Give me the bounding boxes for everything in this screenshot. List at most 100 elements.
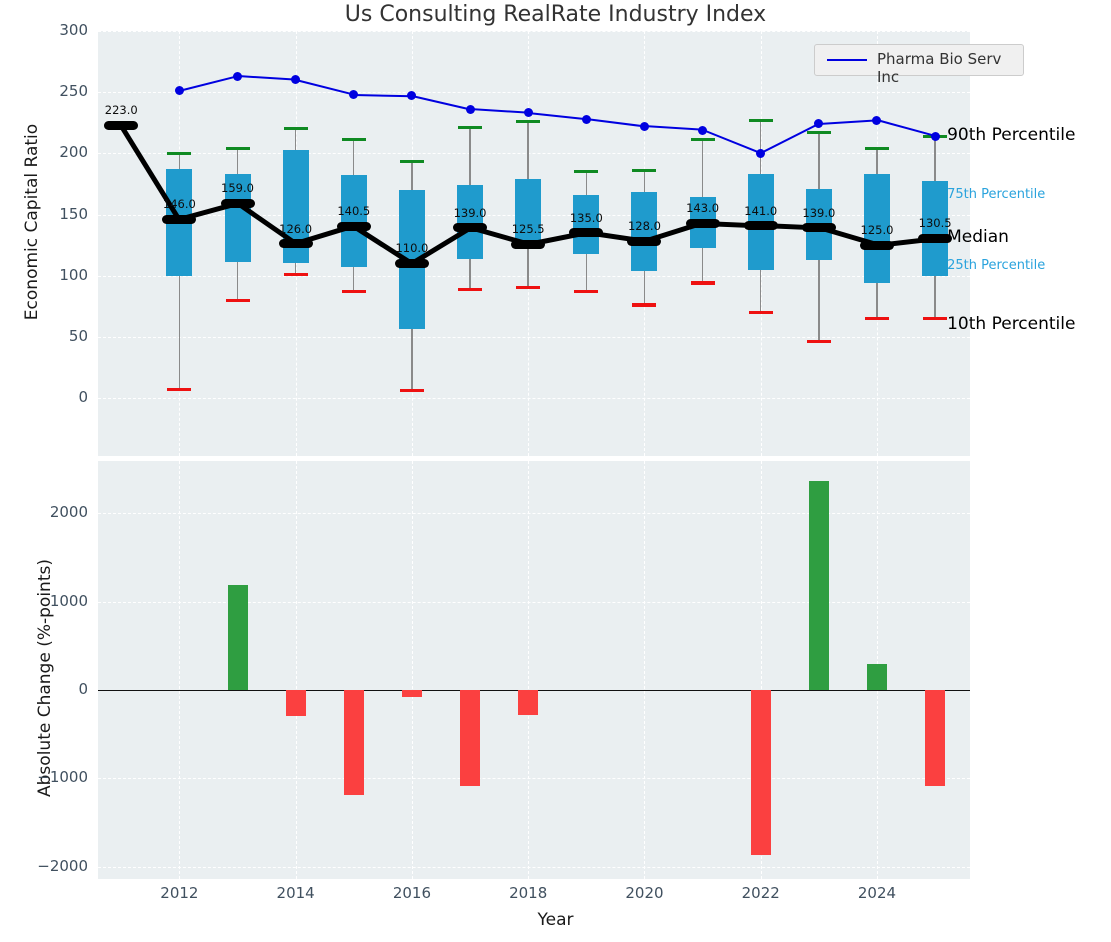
box-interquartile-range (573, 194, 600, 254)
gridline-vertical (411, 461, 413, 879)
company-line-marker (407, 91, 417, 101)
change-bar (518, 690, 539, 715)
whisker-cap-p10 (458, 287, 483, 291)
annotation-p10: 10th Percentile (947, 313, 1076, 334)
whisker-cap-p10 (864, 316, 889, 321)
y-tick-label-top: 250 (59, 82, 88, 101)
median-marker (394, 258, 429, 268)
median-marker (336, 221, 371, 231)
gridline-vertical (179, 461, 181, 879)
median-marker (685, 218, 720, 228)
legend-line-swatch (827, 59, 867, 62)
box-interquartile-range (922, 181, 949, 276)
whisker-cap-p90 (341, 138, 366, 142)
median-value-label: 110.0 (395, 241, 429, 256)
company-line-marker (174, 86, 184, 96)
x-tick-label: 2018 (509, 884, 548, 902)
whisker-cap-p10 (806, 340, 831, 344)
change-bar (401, 690, 422, 698)
whisker-cap-p90 (458, 126, 483, 130)
gridline-horizontal (98, 336, 970, 338)
gridline-horizontal (98, 398, 970, 399)
gridline-horizontal (98, 778, 970, 780)
whisker-cap-p90 (632, 168, 657, 173)
gridline-horizontal (98, 92, 970, 94)
company-line-marker (814, 119, 824, 129)
legend-label: Pharma Bio Serv Inc (877, 50, 1002, 86)
median-value-label: 141.0 (744, 203, 778, 218)
x-tick-label: 2012 (160, 884, 199, 902)
company-line-marker (523, 108, 533, 118)
y-tick-label-top: 100 (59, 265, 88, 284)
gridline-horizontal (98, 513, 970, 515)
change-bar (285, 690, 306, 717)
company-line-marker (930, 131, 940, 141)
median-value-label: 128.0 (627, 219, 661, 234)
box-interquartile-range (631, 192, 658, 271)
company-line-marker (349, 90, 359, 100)
gridline-vertical (295, 461, 297, 879)
bottom-panel-y-axis-label: Absolute Change (%-points) (35, 559, 55, 797)
gridline-horizontal (98, 275, 970, 277)
gridline-vertical (644, 461, 646, 879)
box-interquartile-range (340, 175, 367, 268)
change-bar (808, 480, 829, 690)
y-tick-label-top: 50 (68, 326, 88, 345)
whisker-cap-p90 (399, 160, 424, 164)
median-value-label: 125.0 (860, 223, 894, 238)
whisker-cap-p10 (341, 289, 366, 294)
change-bar (925, 690, 946, 787)
median-marker (569, 228, 604, 238)
median-value-label: 143.0 (686, 201, 720, 216)
y-tick-label-bottom: 2000 (49, 503, 88, 522)
change-bar (343, 690, 364, 796)
company-line-marker (639, 121, 649, 131)
x-tick-label: 2020 (625, 884, 664, 902)
gridline-horizontal (98, 866, 970, 868)
whisker-cap-p10 (690, 281, 715, 285)
y-tick-label-bottom: 0 (78, 680, 88, 698)
whisker-cap-p90 (283, 127, 308, 131)
gridline-horizontal (98, 601, 970, 603)
gridline-horizontal (98, 31, 970, 32)
whisker-cap-p90 (225, 146, 250, 151)
median-marker (918, 233, 953, 243)
change-bar (460, 690, 481, 787)
median-value-label: 146.0 (162, 197, 196, 212)
box-interquartile-range (863, 174, 890, 283)
company-line-marker (291, 75, 301, 85)
gridline-vertical (528, 461, 530, 879)
median-marker (162, 214, 197, 224)
annotation-p25: 25th Percentile (947, 258, 1046, 274)
legend: Pharma Bio Serv Inc (814, 44, 1024, 86)
x-axis-label: Year (537, 910, 574, 930)
whisker-cap-p10 (399, 389, 424, 393)
median-marker (220, 198, 255, 208)
y-tick-label-top: 200 (59, 143, 88, 162)
median-marker (511, 239, 546, 249)
median-marker (453, 223, 488, 233)
y-tick-label-bottom: −1000 (37, 768, 88, 787)
whisker-cap-p90 (574, 170, 599, 174)
median-marker (627, 236, 662, 246)
annotation-p75: 75th Percentile (947, 187, 1046, 203)
median-marker (859, 240, 894, 250)
y-tick-label-top: 0 (78, 388, 88, 406)
median-value-label: 223.0 (104, 103, 138, 118)
median-value-label: 135.0 (569, 210, 603, 225)
whisker-cap-p90 (748, 118, 773, 122)
median-value-label: 139.0 (453, 205, 487, 220)
whisker-cap-p10 (748, 310, 773, 314)
median-value-label: 139.0 (802, 205, 836, 220)
company-line-marker (872, 115, 882, 125)
box-interquartile-range (457, 185, 484, 259)
x-tick-label: 2014 (276, 884, 315, 902)
company-line-marker (698, 125, 708, 135)
median-marker (801, 223, 836, 233)
median-value-label: 126.0 (279, 221, 313, 236)
whisker-cap-p10 (574, 289, 599, 294)
gridline-vertical (760, 461, 762, 879)
whisker-cap-p10 (167, 387, 192, 392)
median-value-label: 130.5 (918, 216, 952, 231)
